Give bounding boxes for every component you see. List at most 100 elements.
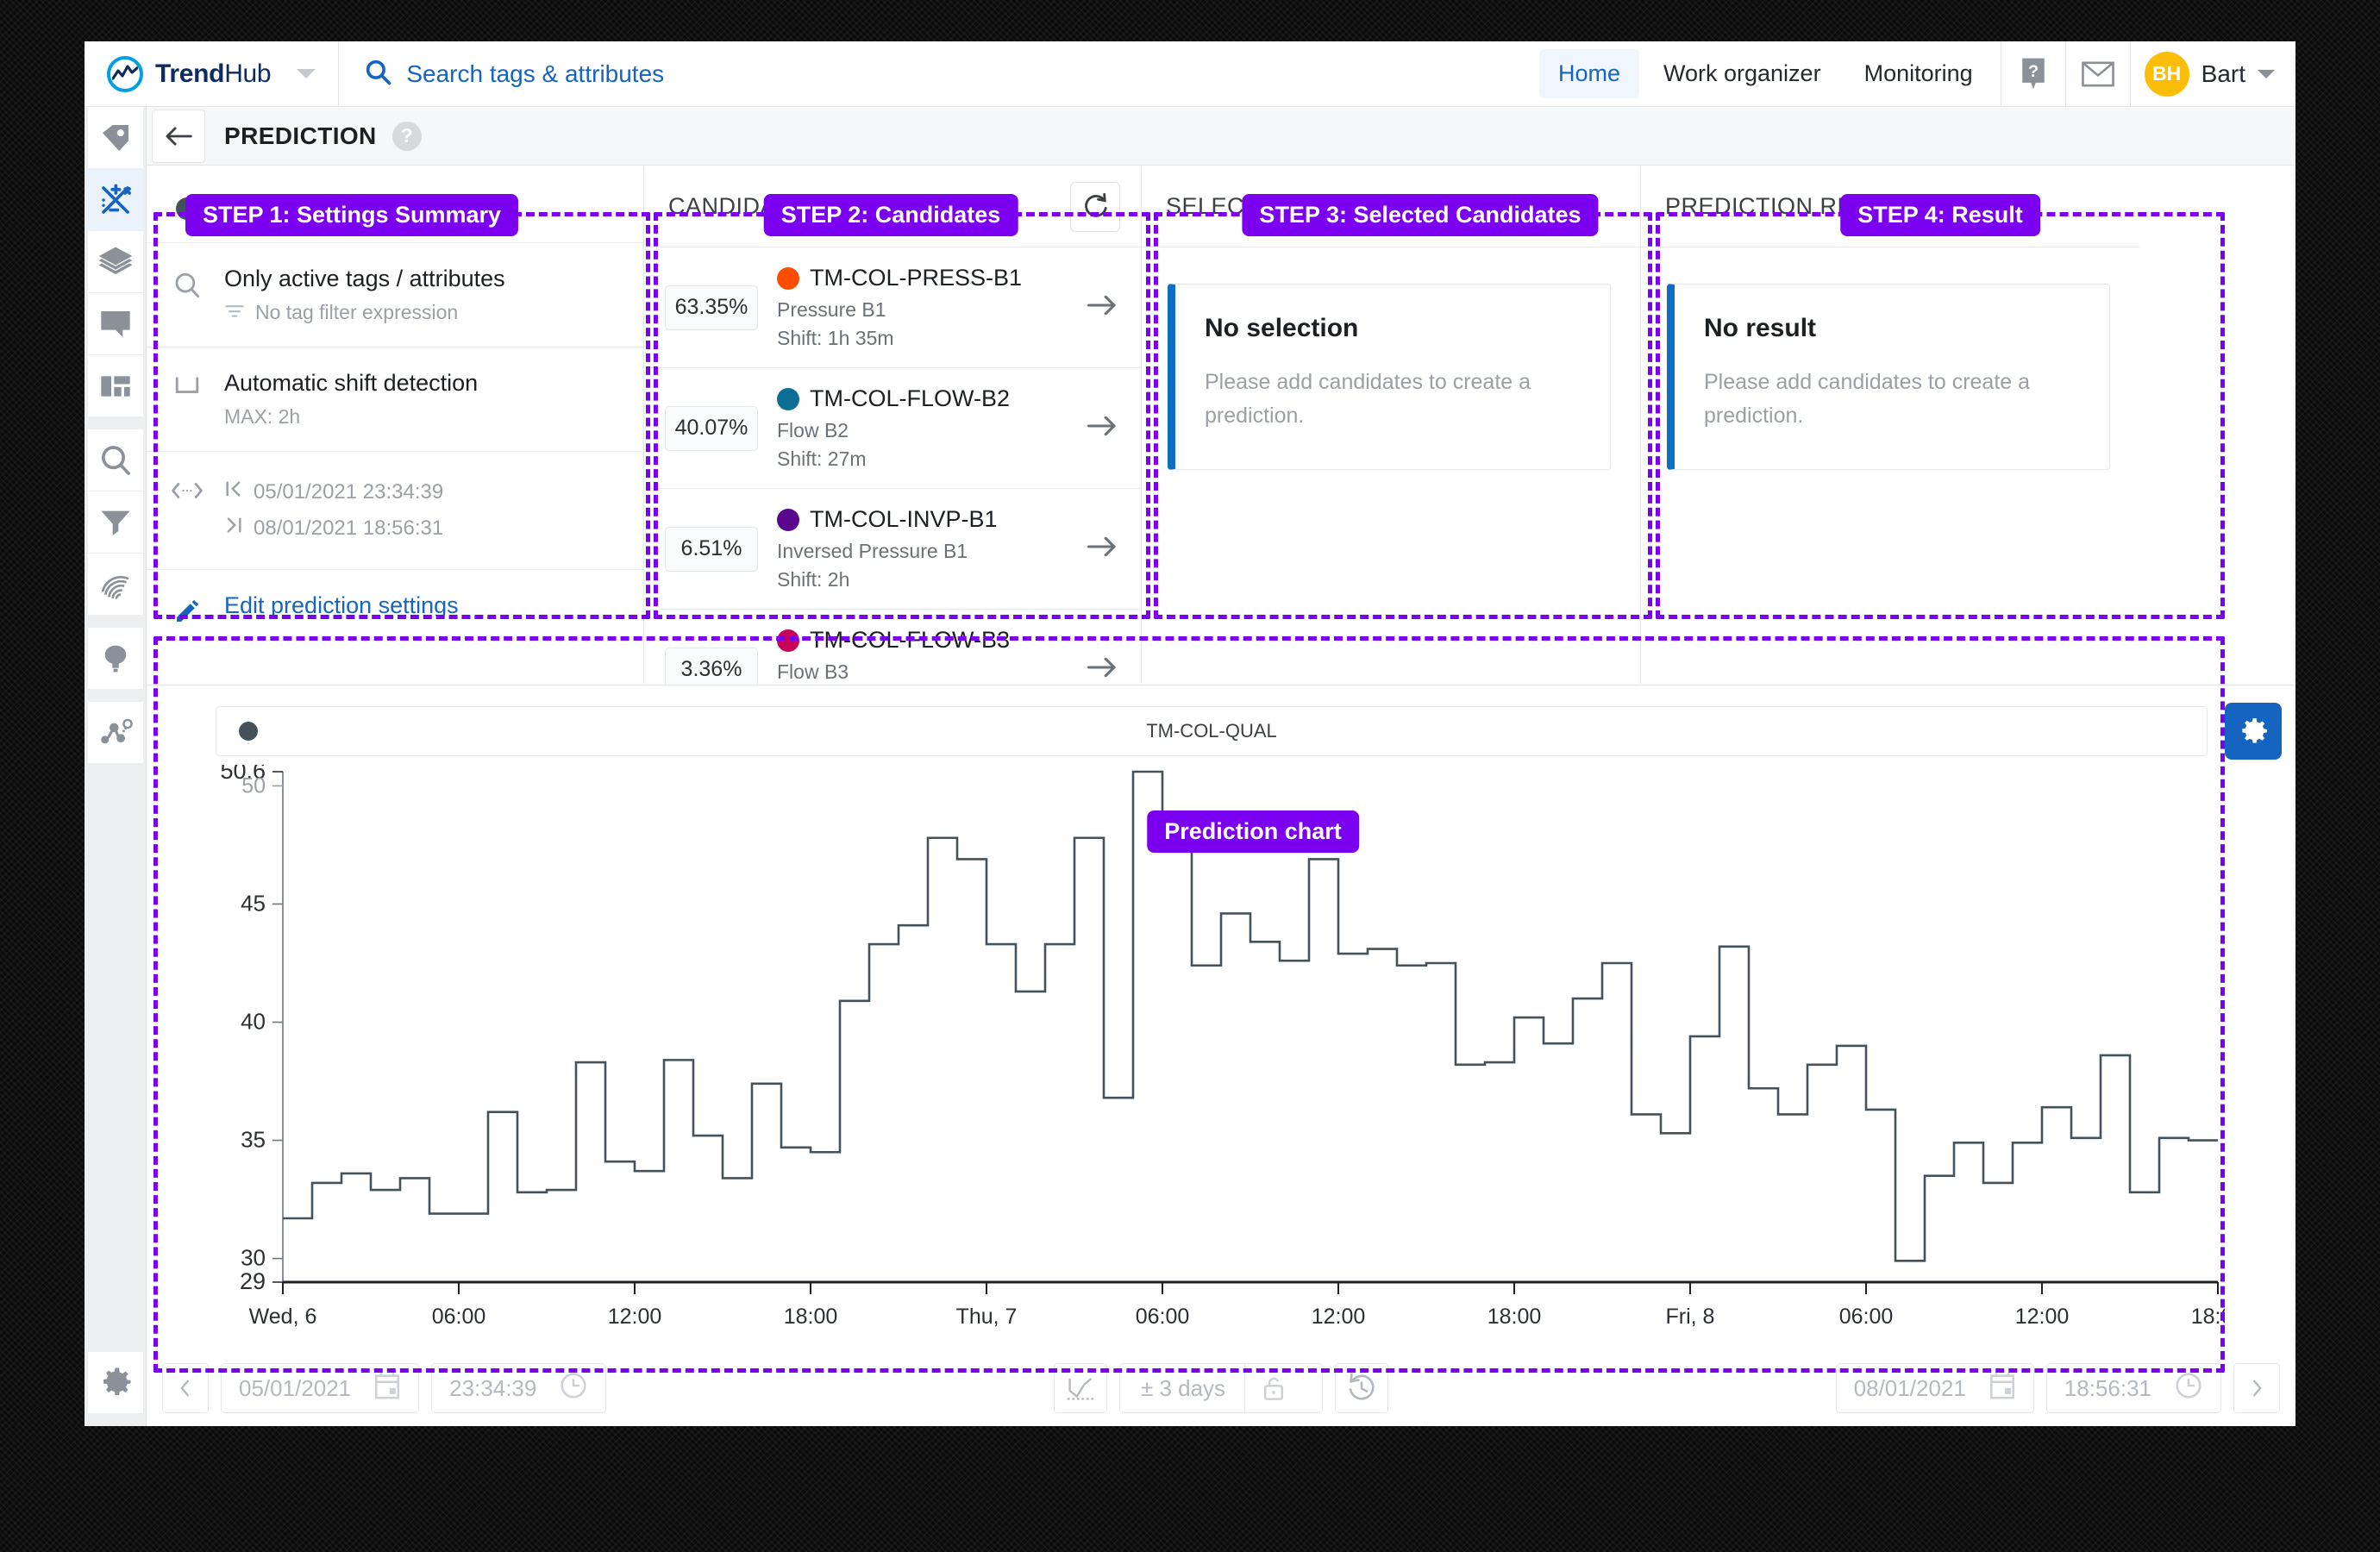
arrow-right-icon[interactable] [1086, 535, 1118, 563]
rail-item-search[interactable] [87, 429, 143, 491]
range-end-icon [224, 510, 243, 547]
shift-title: Automatic shift detection [224, 370, 479, 396]
target-dot-icon [169, 192, 205, 220]
candidate-row[interactable]: 6.51% TM-COL-INVP-B1 Inversed Pressure B… [644, 489, 1141, 610]
clock-icon [2174, 1371, 2203, 1406]
nav-link-monitoring[interactable]: Monitoring [1863, 60, 1973, 86]
candidate-desc: Flow B3 [777, 660, 849, 683]
left-rail [85, 107, 147, 1426]
brand-light: Hub [224, 59, 272, 88]
lock-open-icon[interactable] [1244, 1363, 1301, 1413]
clock-icon [559, 1371, 588, 1406]
end-date-value: 08/01/2021 [1853, 1374, 1966, 1401]
rail-item-insights[interactable] [87, 628, 143, 690]
svg-text:35: 35 [241, 1127, 266, 1153]
calendar-icon [373, 1371, 401, 1406]
panel-divider [1640, 166, 1641, 684]
rail-item-layers[interactable] [87, 231, 143, 293]
summary-shift-row[interactable]: Automatic shift detection MAX: 2h [147, 347, 643, 452]
rail-item-fingerprint[interactable] [87, 554, 143, 616]
start-date-input[interactable]: 05/01/2021 [221, 1363, 420, 1413]
mail-button[interactable] [2066, 41, 2130, 107]
nav-link-work-organizer[interactable]: Work organizer [1663, 60, 1821, 86]
range-from: 05/01/2021 23:34:39 [254, 480, 444, 504]
rail-item-settings[interactable] [87, 1352, 143, 1414]
pencil-icon [169, 592, 205, 625]
candidate-tag: TM-COL-PRESS-B1 [777, 265, 1067, 291]
end-time-input[interactable]: 18:56:31 [2045, 1363, 2222, 1413]
help-button[interactable]: ? [2001, 41, 2065, 107]
panel-selected-candidates: SELECTED CANDIDATES No selection Please … [1142, 166, 1640, 684]
candidate-tag: TM-COL-INVP-B1 [777, 506, 1067, 533]
chart-plot[interactable]: 50.6 50 30 35 40 45 29 Wed, 6 06:00 12:00 18:00 Thu… [216, 765, 2225, 1334]
end-date-input[interactable]: 08/01/2021 [1835, 1363, 2034, 1413]
range-start-icon [224, 474, 243, 510]
chart-legend-bar[interactable]: TM-COL-QUAL [216, 706, 2208, 756]
summary-edit-row[interactable]: Edit prediction settings [147, 570, 643, 648]
candidate-score: 40.07% [665, 405, 758, 451]
candidate-shift: Shift: 2h [777, 568, 850, 591]
prev-range-button[interactable] [162, 1363, 209, 1413]
rail-group-1 [85, 107, 147, 417]
brand-logo[interactable]: TrendHub [85, 41, 338, 107]
range-from-row: 05/01/2021 23:34:39 [224, 474, 443, 510]
edit-prediction-settings-link[interactable]: Edit prediction settings [224, 592, 459, 618]
rail-group-2 [85, 429, 147, 616]
candidate-row[interactable]: 40.07% TM-COL-FLOW-B2 Flow B2 Shift: 27m [644, 368, 1141, 489]
svg-text:12:00: 12:00 [2015, 1305, 2070, 1329]
rail-item-calculations[interactable] [87, 169, 143, 231]
selected-empty-wrap: No selection Please add candidates to cr… [1142, 247, 1640, 470]
autoscale-button[interactable] [1053, 1363, 1107, 1413]
divider [2064, 41, 2066, 107]
user-name[interactable]: Bart [2201, 59, 2245, 87]
start-time-input[interactable]: 23:34:39 [431, 1363, 607, 1413]
chart-settings-button[interactable] [2225, 703, 2282, 760]
legend-color-dot [239, 722, 258, 741]
no-selection-card: No selection Please add candidates to cr… [1168, 284, 1611, 470]
avatar[interactable]: BH [2144, 51, 2189, 97]
no-result-title: No result [1704, 314, 1817, 342]
rail-item-dashboard[interactable] [87, 355, 143, 417]
range-tools-group: ± 3 days [1053, 1363, 1389, 1413]
rail-group-4 [85, 702, 147, 764]
candidate-tag: TM-COL-FLOW-B3 [777, 627, 1067, 654]
svg-text:29: 29 [240, 1268, 266, 1294]
arrow-right-icon[interactable] [1086, 655, 1118, 684]
panel-candidates: CANDIDATES 63.35% TM-COL-PRESS-B1 Pressu… [644, 166, 1141, 730]
candidate-row[interactable]: 63.35% TM-COL-PRESS-B1 Pressure B1 Shift… [644, 247, 1141, 368]
summary-range-row[interactable]: 05/01/2021 23:34:39 08/01/2021 18:56:31 [147, 452, 643, 570]
scope-sub-label: No tag filter expression [255, 301, 459, 323]
search-bar[interactable]: Search tags & attributes [339, 57, 1539, 91]
rail-item-tag[interactable] [87, 107, 143, 169]
svg-text:45: 45 [241, 890, 266, 916]
summary-target-row[interactable]: TM-COL-QUAL [147, 166, 643, 243]
back-button[interactable] [152, 109, 205, 163]
svg-text:12:00: 12:00 [608, 1305, 662, 1329]
shift-sub: MAX: 2h [224, 405, 301, 428]
svg-text:06:00: 06:00 [432, 1305, 486, 1329]
arrow-right-icon[interactable] [1086, 293, 1118, 322]
divider [338, 41, 340, 107]
chevron-down-icon[interactable] [297, 69, 316, 78]
svg-text:18:00: 18:00 [2191, 1305, 2225, 1329]
help-icon[interactable]: ? [391, 121, 422, 151]
chart-bottom-toolbar: 05/01/2021 23:34:39 [147, 1350, 2295, 1426]
candidates-title: CANDIDATES [668, 193, 822, 219]
candidate-desc: Pressure B1 [777, 298, 886, 321]
range-length-control[interactable]: ± 3 days [1118, 1363, 1324, 1413]
next-range-button[interactable] [2233, 1363, 2281, 1413]
nav-link-home[interactable]: Home [1538, 49, 1639, 98]
refresh-candidates-button[interactable] [1070, 181, 1120, 232]
chevron-down-icon[interactable] [2258, 69, 2275, 78]
top-bar: TrendHub Search tags & attributes Home W… [85, 41, 2295, 107]
brand-text: TrendHub [155, 59, 272, 89]
rail-item-filter[interactable] [87, 491, 143, 554]
arrow-right-icon[interactable] [1086, 414, 1118, 442]
rail-item-comments[interactable] [87, 293, 143, 355]
search-icon [363, 57, 392, 91]
history-button[interactable] [1335, 1363, 1389, 1413]
no-result-text: Please add candidates to create a predic… [1704, 370, 2031, 428]
rail-item-prediction[interactable] [87, 702, 143, 764]
start-time-value: 23:34:39 [449, 1374, 537, 1401]
summary-scope-row[interactable]: Only active tags / attributes No tag fil… [147, 243, 643, 347]
